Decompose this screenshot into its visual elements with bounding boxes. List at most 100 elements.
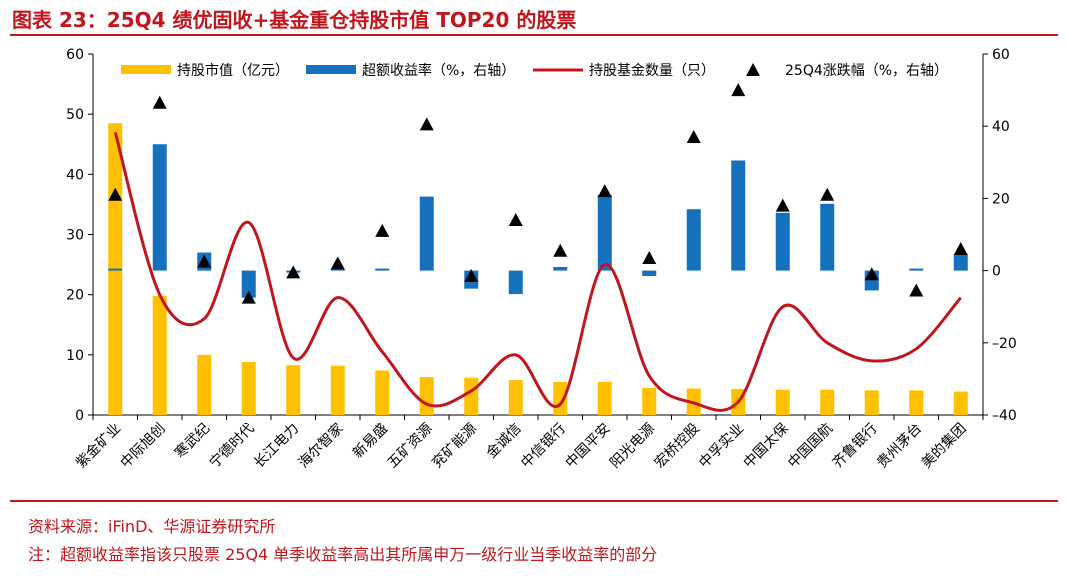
- legend-label-fund-count: 持股基金数量（只）: [589, 62, 715, 79]
- bar-excess-return: [108, 268, 123, 271]
- category-label: 长江电力: [251, 421, 302, 472]
- markers-quarter-change: [108, 83, 968, 304]
- bar-excess-return: [909, 268, 924, 271]
- category-label: 五矿资源: [385, 421, 436, 472]
- chart-legend: 持股市值（亿元） 超额收益率（%，右轴） 持股基金数量（只） 25Q4涨跌幅（%，右轴…: [121, 62, 948, 79]
- marker-quarter-change: [508, 213, 523, 227]
- category-label: 金诚信: [484, 421, 525, 462]
- category-label: 中国国航: [785, 421, 836, 472]
- bar-excess-return: [241, 270, 256, 298]
- marker-quarter-change: [197, 254, 212, 268]
- category-label: 宁德时代: [206, 420, 258, 472]
- bar-holding-value: [464, 377, 479, 415]
- bar-holding-value: [909, 390, 924, 415]
- marker-quarter-change: [152, 95, 167, 109]
- bar-excess-return: [820, 203, 835, 271]
- bar-holding-value: [152, 295, 167, 415]
- left-tick-label: 0: [75, 408, 84, 424]
- marker-quarter-change: [864, 267, 879, 281]
- category-label: 中际旭创: [118, 421, 169, 472]
- marker-quarter-change: [286, 265, 301, 279]
- bar-holding-value: [330, 365, 345, 415]
- bar-holding-value: [864, 390, 879, 415]
- bars-excess-return: [108, 144, 968, 298]
- bar-holding-value: [286, 365, 301, 415]
- bar-excess-return: [953, 254, 968, 271]
- marker-quarter-change: [597, 184, 612, 198]
- chart-axes: 0 10 20 30 40 50 60 –40 –20 0 20 40 60: [66, 47, 1017, 424]
- bar-excess-return: [775, 212, 790, 271]
- legend-label-excess-return: 超额收益率（%，右轴）: [362, 62, 515, 79]
- bar-excess-return: [597, 194, 612, 271]
- category-label: 中孚实业: [696, 421, 747, 472]
- marker-quarter-change: [953, 241, 968, 255]
- right-tick-label: 20: [992, 191, 1010, 207]
- category-label: 中国太保: [741, 421, 792, 472]
- right-tick-label: –40: [992, 408, 1017, 424]
- category-label: 齐鲁银行: [830, 421, 881, 472]
- line-fund-count: [113, 131, 962, 412]
- bar-holding-value: [953, 391, 968, 415]
- marker-quarter-change: [241, 290, 256, 304]
- marker-quarter-change: [464, 269, 479, 283]
- bar-excess-return: [686, 209, 701, 271]
- marker-quarter-change: [553, 243, 568, 257]
- title-divider: [10, 34, 1058, 36]
- legend-label-quarter-change: 25Q4涨跌幅（%，右轴）: [785, 63, 948, 79]
- footnote: 注：超额收益率指该只股票 25Q4 单季收益率高出其所属申万一级行业当季收益率的…: [28, 545, 658, 564]
- category-label: 贵州茅台: [874, 421, 925, 472]
- category-label: 阳光电源: [607, 421, 658, 472]
- category-label: 中信银行: [518, 421, 569, 472]
- bar-excess-return: [642, 270, 657, 277]
- bar-excess-return: [152, 144, 167, 271]
- right-tick-label: 0: [992, 264, 1001, 280]
- left-tick-label: 40: [66, 167, 84, 183]
- marker-quarter-change: [909, 283, 924, 297]
- marker-quarter-change: [775, 198, 790, 212]
- category-label: 兖矿能源: [429, 421, 480, 472]
- bar-excess-return: [419, 196, 434, 271]
- left-tick-label: 60: [66, 47, 84, 63]
- left-tick-label: 30: [66, 228, 84, 244]
- marker-quarter-change: [642, 250, 657, 264]
- marker-quarter-change: [820, 187, 835, 201]
- marker-quarter-change: [419, 117, 434, 131]
- footer-divider: [10, 500, 1058, 502]
- legend-swatch-holding-value: [121, 65, 171, 74]
- marker-quarter-change: [375, 223, 390, 237]
- bar-excess-return: [731, 160, 746, 271]
- bar-holding-value: [820, 389, 835, 415]
- legend-swatch-quarter-change: [746, 63, 760, 76]
- left-tick-label: 10: [66, 348, 84, 364]
- bar-holding-value: [197, 354, 212, 415]
- bar-holding-value: [775, 389, 790, 415]
- bar-excess-return: [375, 268, 390, 271]
- category-label: 寒武纪: [171, 420, 213, 462]
- bar-holding-value: [642, 387, 657, 415]
- right-tick-label: –20: [992, 336, 1017, 352]
- legend-swatch-excess-return: [306, 65, 356, 74]
- category-label: 紫金矿业: [73, 421, 124, 472]
- line-fund-count-layer: [113, 131, 962, 412]
- chart-title: 图表 23：25Q4 绩优固收+基金重仓持股市值 TOP20 的股票: [12, 8, 577, 32]
- bar-holding-value: [375, 370, 390, 415]
- bar-holding-value: [597, 381, 612, 415]
- marker-quarter-change: [108, 187, 123, 201]
- category-label: 宏桥控股: [652, 421, 703, 472]
- marker-quarter-change: [731, 83, 746, 97]
- bar-holding-value: [419, 377, 434, 415]
- left-tick-label: 50: [66, 107, 84, 123]
- bar-excess-return: [508, 270, 523, 295]
- category-label: 中国平安: [563, 421, 614, 472]
- bar-holding-value: [241, 362, 256, 415]
- marker-quarter-change: [686, 130, 701, 144]
- bar-excess-return: [553, 266, 568, 271]
- bar-excess-return: [330, 268, 345, 271]
- bars-holding-value: [108, 123, 968, 416]
- right-tick-label: 60: [992, 47, 1010, 63]
- bar-holding-value: [508, 380, 523, 415]
- marker-quarter-change: [330, 256, 345, 270]
- category-label: 新易盛: [350, 421, 391, 462]
